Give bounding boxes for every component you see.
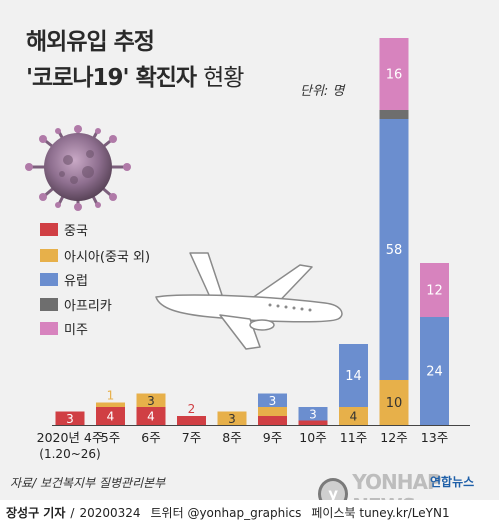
legend-swatch-europe — [40, 273, 58, 286]
data-label: 24 — [426, 365, 443, 380]
title-line-1: 해외유입 추정 — [26, 29, 155, 55]
data-label: 3 — [269, 394, 277, 408]
bar-segment — [420, 263, 449, 317]
x-tick-label: 5주 — [101, 430, 120, 445]
airplane-icon — [155, 252, 343, 350]
legend-swatch-africa — [40, 298, 58, 311]
data-label: 14 — [345, 369, 362, 384]
data-label: 4 — [147, 410, 155, 424]
bar-segment — [258, 393, 287, 407]
bar-segment — [420, 317, 449, 425]
x-tick-label: 12주 — [380, 430, 407, 445]
x-tick-label: 7주 — [182, 430, 201, 445]
data-label: 2 — [188, 402, 196, 416]
data-label: 4 — [350, 410, 358, 424]
data-label: 3 — [66, 412, 74, 426]
bar-segment — [55, 411, 85, 425]
x-tick-sublabel: (1.20~26) — [39, 447, 100, 461]
legend-label-america: 미주 — [64, 323, 88, 338]
data-label: 3 — [309, 407, 317, 421]
bar-segment — [379, 119, 409, 380]
yonhap-logo-korean: 연합뉴스 — [430, 475, 475, 489]
bar-segment — [379, 38, 409, 110]
bar-segment — [298, 407, 328, 421]
unit-label: 단위: 명 — [300, 84, 345, 99]
title-line-2-light: 현황 — [203, 65, 244, 91]
bar-segment — [339, 407, 368, 425]
legend-swatch-asia — [40, 249, 58, 262]
legend-item-asia: 아시아(중국 외) — [40, 246, 150, 265]
data-label: 16 — [386, 68, 403, 83]
legend-label-asia: 아시아(중국 외) — [64, 250, 151, 265]
legend-label-china: 중국 — [64, 224, 88, 239]
facebook-link: 페이스북 tuney.kr/LeYN1 — [311, 506, 450, 520]
legend-item-europe: 유럽 — [40, 270, 88, 289]
x-tick-label: 11주 — [340, 430, 367, 445]
bar-segment — [379, 380, 409, 425]
data-label: 12 — [426, 284, 443, 299]
legend-label-africa: 아프리카 — [64, 299, 112, 314]
bar-segment — [136, 407, 166, 425]
x-tick-label: 6주 — [141, 430, 160, 445]
reporter: 장성구 기자 — [6, 506, 66, 520]
legend-swatch-america — [40, 322, 58, 335]
data-label: 58 — [386, 243, 403, 258]
coronavirus-icon — [25, 125, 131, 211]
data-label: 4 — [107, 410, 115, 424]
bar-segment — [136, 393, 166, 407]
bar-segment — [258, 407, 287, 416]
x-tick-label: 2020년 4주 — [37, 430, 104, 445]
bar-segment — [339, 344, 368, 407]
data-label: 3 — [228, 412, 236, 426]
x-tick-label: 8주 — [222, 430, 241, 445]
legend-item-china: 중국 — [40, 220, 88, 239]
x-tick-label: 9주 — [263, 430, 282, 445]
bar-segment — [379, 110, 409, 119]
byline: 장성구 기자/20200324 트위터 @yonhap_graphics 페이스북 … — [6, 506, 450, 520]
data-label: 1 — [107, 389, 115, 403]
footer: 장성구 기자/20200324 트위터 @yonhap_graphics 페이스북 … — [0, 500, 499, 523]
bar-segment — [177, 416, 206, 425]
date: 20200324 — [79, 506, 141, 520]
title-line-2-bold: '코로나19' 확진자 — [26, 65, 197, 91]
x-tick-label: 10주 — [299, 430, 326, 445]
title-line-2: '코로나19' 확진자 현황 — [26, 58, 244, 92]
bar-segment — [96, 407, 125, 425]
bar-segment — [258, 416, 287, 425]
twitter-handle: 트위터 @yonhap_graphics — [150, 506, 302, 520]
legend-label-europe: 유럽 — [64, 274, 88, 289]
data-label: 10 — [386, 396, 403, 411]
source-note: 자료/ 보건복지부 질병관리본부 — [10, 476, 166, 490]
legend-item-america: 미주 — [40, 319, 88, 338]
bar-segment — [298, 420, 328, 425]
bar-segment — [96, 402, 125, 407]
bar-segment — [217, 411, 247, 425]
x-tick-label: 13주 — [421, 430, 448, 445]
legend-item-africa: 아프리카 — [40, 295, 112, 314]
data-label: 3 — [147, 394, 155, 408]
legend-swatch-china — [40, 223, 58, 236]
